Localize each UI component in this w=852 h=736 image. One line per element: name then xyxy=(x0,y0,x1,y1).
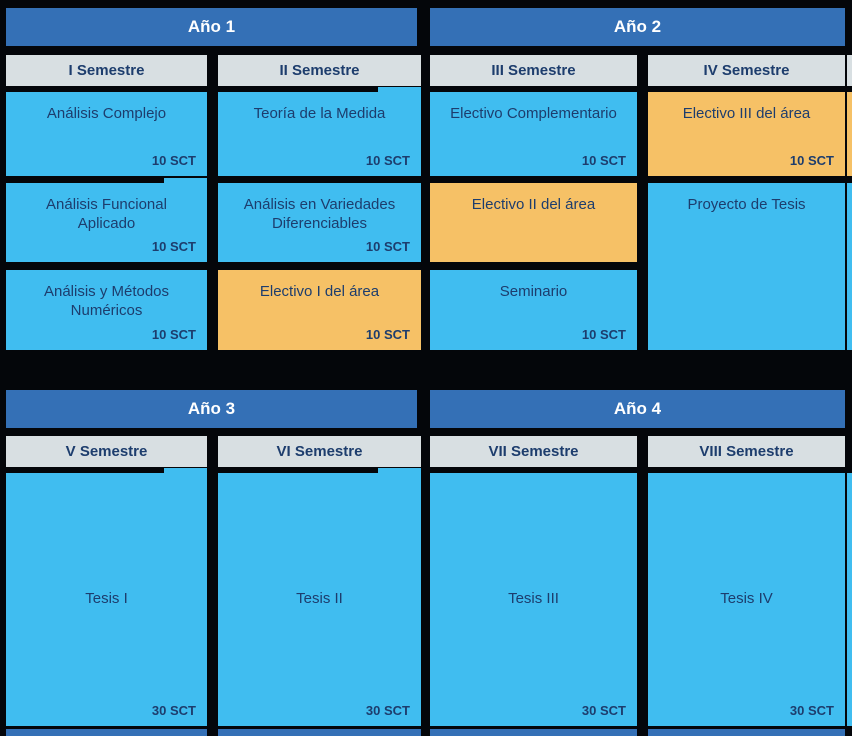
semester-header-iii: III Semestre xyxy=(430,55,637,86)
cropped-bottom-bar-3 xyxy=(430,729,637,736)
course-card: Análisis Funcional Aplicado 10 SCT xyxy=(6,178,207,262)
course-title: Electivo III del área xyxy=(682,105,811,122)
cropped-right-sliver-gray xyxy=(847,55,852,86)
year-header-ano-2: Año 2 xyxy=(430,8,845,46)
course-credits: 10 SCT xyxy=(151,238,196,254)
year-header-ano-1: Año 1 xyxy=(6,8,417,46)
course-credits: 30 SCT xyxy=(581,702,626,718)
course-title: Análisis Complejo xyxy=(46,105,167,122)
cropped-right-sliver-orange xyxy=(847,92,852,176)
course-title: Electivo Complementario xyxy=(450,105,617,122)
course-card: Electivo I del área 10 SCT xyxy=(218,270,421,350)
course-credits: 10 SCT xyxy=(581,152,626,168)
course-title: Seminario xyxy=(499,283,568,300)
course-card: Tesis III 30 SCT xyxy=(430,473,637,726)
semester-header-v: V Semestre xyxy=(6,436,207,467)
course-title: Tesis IV xyxy=(720,590,773,608)
card-top-right-tab xyxy=(378,87,421,92)
course-card: Tesis II 30 SCT xyxy=(218,468,421,726)
course-credits: 10 SCT xyxy=(789,152,834,168)
course-credits: 10 SCT xyxy=(151,326,196,342)
card-top-right-tab xyxy=(164,468,207,473)
course-credits: 10 SCT xyxy=(365,152,410,168)
course-card: Electivo III del área 10 SCT xyxy=(648,92,845,176)
course-card: Tesis I 30 SCT xyxy=(6,468,207,726)
course-title: Análisis en Variedades Diferenciables xyxy=(243,196,396,232)
year-header-ano-4: Año 4 xyxy=(430,390,845,428)
course-card: Electivo II del área xyxy=(430,183,637,262)
course-credits: 10 SCT xyxy=(581,326,626,342)
course-credits: 10 SCT xyxy=(365,238,410,254)
course-card: Análisis en Variedades Diferenciables 10 … xyxy=(218,183,421,262)
card-top-right-tab xyxy=(378,468,421,473)
course-title: Electivo I del área xyxy=(259,283,380,300)
course-title: Tesis I xyxy=(85,590,128,608)
course-title: Análisis y Métodos Numéricos xyxy=(43,283,170,319)
course-title: Tesis III xyxy=(508,590,559,608)
semester-header-vii: VII Semestre xyxy=(430,436,637,467)
semester-header-vi: VI Semestre xyxy=(218,436,421,467)
course-credits: 10 SCT xyxy=(151,152,196,168)
cropped-bottom-bar-4 xyxy=(648,729,845,736)
course-credits: 30 SCT xyxy=(365,702,410,718)
cropped-bottom-bar-1 xyxy=(6,729,207,736)
course-credits: 10 SCT xyxy=(365,326,410,342)
course-card: Seminario 10 SCT xyxy=(430,270,637,350)
course-title: Análisis Funcional Aplicado xyxy=(46,196,167,232)
cropped-right-sliver-cyan-top xyxy=(847,183,852,350)
course-title: Proyecto de Tesis xyxy=(687,196,806,213)
card-top-right-tab xyxy=(164,178,207,183)
course-card: Electivo Complementario 10 SCT xyxy=(430,92,637,176)
course-credits: 30 SCT xyxy=(789,702,834,718)
course-card: Análisis y Métodos Numéricos 10 SCT xyxy=(6,270,207,350)
course-credits: 30 SCT xyxy=(151,702,196,718)
course-card: Análisis Complejo 10 SCT xyxy=(6,92,207,176)
course-title: Electivo II del área xyxy=(471,196,596,213)
semester-header-iv: IV Semestre xyxy=(648,55,845,86)
course-card: Teoría de la Medida 10 SCT xyxy=(218,87,421,176)
cropped-bottom-bar-2 xyxy=(218,729,421,736)
semester-header-ii: II Semestre xyxy=(218,55,421,86)
course-card: Tesis IV 30 SCT xyxy=(648,473,845,726)
year-header-ano-3: Año 3 xyxy=(6,390,417,428)
course-title: Tesis II xyxy=(296,590,343,608)
cropped-right-sliver-cyan-bottom xyxy=(847,473,852,726)
course-card: Proyecto de Tesis xyxy=(648,183,845,350)
semester-header-i: I Semestre xyxy=(6,55,207,86)
course-title: Teoría de la Medida xyxy=(253,105,386,122)
semester-header-viii: VIII Semestre xyxy=(648,436,845,467)
